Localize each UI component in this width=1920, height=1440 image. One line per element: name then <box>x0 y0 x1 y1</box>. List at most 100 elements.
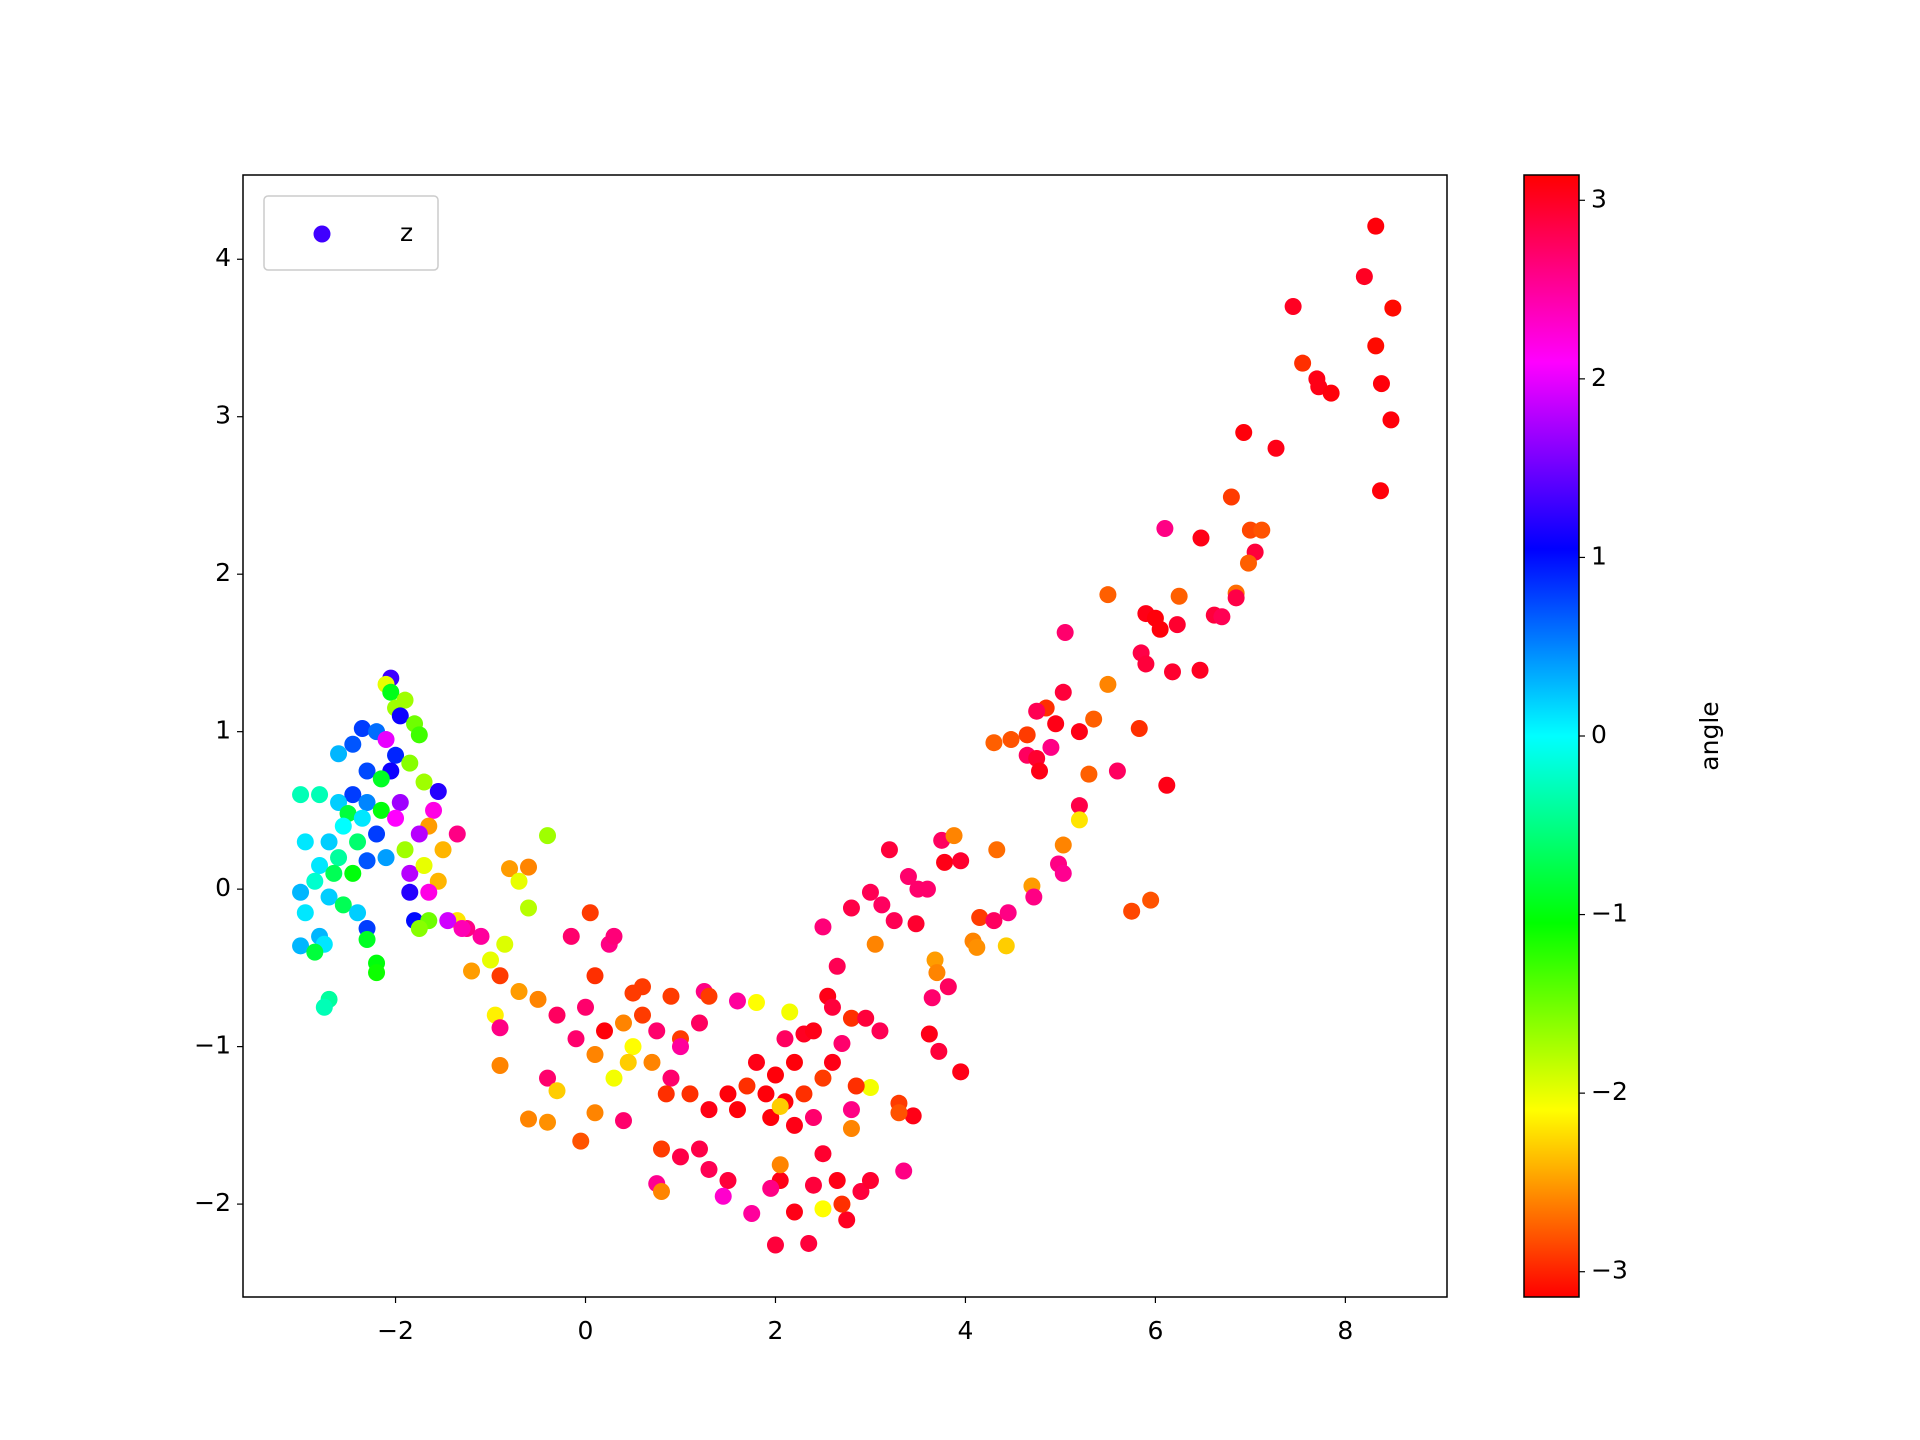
scatter-point <box>861 1079 879 1097</box>
scatter-point <box>930 1042 948 1060</box>
scatter-point <box>410 825 428 843</box>
scatter-point <box>1123 902 1141 920</box>
scatter-point <box>1213 608 1231 626</box>
scatter-point <box>368 825 386 843</box>
scatter-point <box>396 841 414 859</box>
scatter-point <box>861 883 879 901</box>
scatter-point <box>292 937 310 955</box>
scatter-point <box>562 927 580 945</box>
scatter-point <box>472 927 490 945</box>
scatter-point <box>648 1022 666 1040</box>
scatter-point <box>795 1085 813 1103</box>
scatter-point <box>907 915 925 933</box>
scatter-point <box>615 1014 633 1032</box>
scatter-point <box>719 1085 737 1103</box>
scatter-point <box>330 849 348 867</box>
scatter-point <box>804 1108 822 1126</box>
legend-box <box>263 195 439 271</box>
scatter-point <box>353 720 371 738</box>
y-tick-label: 3 <box>215 401 231 430</box>
scatter-point <box>923 989 941 1007</box>
colorbar-tick-label: −2 <box>1591 1077 1628 1106</box>
scatter-point <box>296 904 314 922</box>
scatter-point <box>1322 384 1340 402</box>
scatter-point <box>920 1025 938 1043</box>
scatter-point <box>776 1030 794 1048</box>
scatter-point <box>425 801 443 819</box>
scatter-point <box>372 801 390 819</box>
scatter-point <box>434 841 452 859</box>
scatter-point <box>315 998 333 1016</box>
scatter-point <box>885 912 903 930</box>
scatter-point <box>1367 217 1385 235</box>
scatter-point <box>700 1101 718 1119</box>
y-tick-label: 1 <box>215 716 231 745</box>
axes-frame <box>242 174 1448 1298</box>
y-tick-label: −1 <box>194 1031 231 1060</box>
scatter-point <box>842 899 860 917</box>
scatter-point <box>785 1053 803 1071</box>
scatter-point <box>895 1162 913 1180</box>
scatter-point <box>952 1063 970 1081</box>
scatter-point <box>968 938 986 956</box>
scatter-point <box>1222 488 1240 506</box>
scatter-point <box>771 1156 789 1174</box>
scatter-point <box>429 783 447 801</box>
scatter-point <box>624 1038 642 1056</box>
scatter-point <box>529 990 547 1008</box>
scatter-point <box>1355 268 1373 286</box>
scatter-point <box>605 1069 623 1087</box>
scatter-point <box>377 731 395 749</box>
scatter-point <box>1142 891 1160 909</box>
y-tick-label: −2 <box>194 1188 231 1217</box>
scatter-point <box>1151 620 1169 638</box>
scatter-point <box>577 998 595 1016</box>
scatter-point <box>1054 836 1072 854</box>
scatter-point <box>482 951 500 969</box>
scatter-point <box>548 1082 566 1100</box>
scatter-point <box>491 967 509 985</box>
scatter-point <box>510 983 528 1001</box>
scatter-point <box>997 937 1015 955</box>
scatter-point <box>1158 776 1176 794</box>
legend-marker <box>313 225 331 243</box>
scatter-point <box>429 872 447 890</box>
scatter-point <box>334 817 352 835</box>
scatter-point <box>823 1053 841 1071</box>
scatter-point <box>814 1200 832 1218</box>
scatter-point <box>985 734 1003 752</box>
scatter-point <box>311 786 329 804</box>
scatter-point <box>334 896 352 914</box>
scatter-point <box>766 1066 784 1084</box>
scatter-point <box>842 1101 860 1119</box>
x-tick-label: 6 <box>1147 1316 1163 1345</box>
scatter-point <box>814 1069 832 1087</box>
scatter-point <box>372 770 390 788</box>
scatter-point <box>728 1101 746 1119</box>
scatter-point <box>510 872 528 890</box>
scatter-point <box>785 1116 803 1134</box>
x-tick-label: 4 <box>957 1316 973 1345</box>
scatter-point <box>880 841 898 859</box>
scatter-point <box>581 904 599 922</box>
scatter-point <box>804 1022 822 1040</box>
scatter-point <box>1384 299 1402 317</box>
scatter-point <box>738 1077 756 1095</box>
scatter-point <box>520 858 538 876</box>
colorbar-tick-label: 1 <box>1591 541 1607 570</box>
scatter-point <box>453 920 471 938</box>
scatter-point <box>918 880 936 898</box>
scatter-point <box>410 920 428 938</box>
scatter-point <box>643 1053 661 1071</box>
scatter-point <box>847 1077 865 1095</box>
legend-label: z <box>400 218 413 247</box>
scatter-point <box>1137 655 1155 673</box>
x-tick-label: 8 <box>1337 1316 1353 1345</box>
colorbar-tick-label: −1 <box>1591 899 1628 928</box>
scatter-point <box>349 833 367 851</box>
scatter-point <box>771 1097 789 1115</box>
scatter-point <box>926 951 944 969</box>
scatter-point <box>690 1014 708 1032</box>
scatter-point <box>368 964 386 982</box>
scatter-point <box>1047 715 1065 733</box>
